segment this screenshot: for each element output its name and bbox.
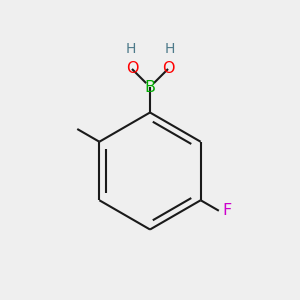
Text: F: F [222,203,232,218]
Text: O: O [126,61,138,76]
Text: O: O [162,61,174,76]
Text: H: H [125,43,136,56]
Text: H: H [164,43,175,56]
Text: B: B [145,80,155,94]
